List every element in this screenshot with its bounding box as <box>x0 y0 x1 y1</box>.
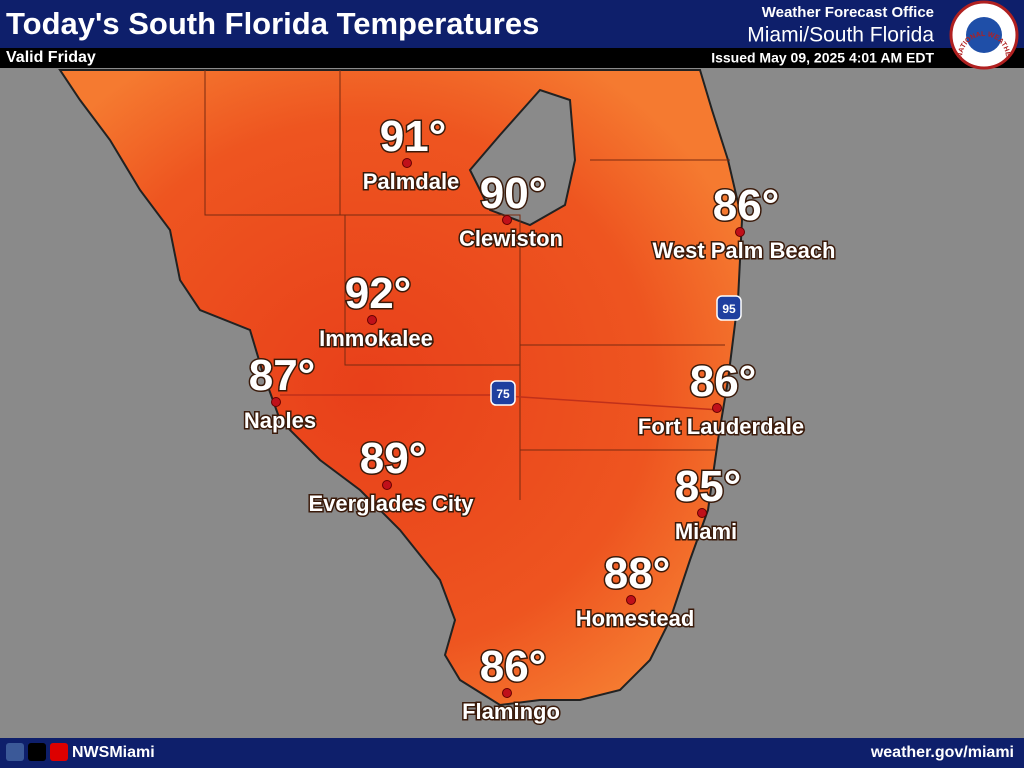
city-temp: 90° <box>480 169 547 218</box>
city-name: Everglades City <box>308 491 474 516</box>
city-dot <box>502 215 512 225</box>
social-handle[interactable]: NWSMiami <box>72 744 155 761</box>
city-dot <box>367 315 377 325</box>
city-name: Palmdale <box>363 169 460 194</box>
interstate-shield <box>490 380 516 406</box>
city-temp: 86° <box>690 357 757 406</box>
office-label: Weather Forecast Office <box>762 4 934 21</box>
city-name: Clewiston <box>459 226 563 251</box>
youtube-icon[interactable] <box>50 743 68 761</box>
website[interactable]: weather.gov/miami <box>870 744 1014 761</box>
city-dot <box>271 397 281 407</box>
city-name: Fort Lauderdale <box>638 414 804 439</box>
city-name: Flamingo <box>462 699 560 724</box>
city-temp: 86° <box>480 642 547 691</box>
issued-time: Issued May 09, 2025 4:01 AM EDT <box>711 50 934 66</box>
interstate-75 <box>280 394 721 411</box>
city-temp: 92° <box>345 269 412 318</box>
city-dot <box>697 508 707 518</box>
florida-land <box>58 69 744 707</box>
city-dot <box>402 158 412 168</box>
county-lines <box>204 70 730 500</box>
title: Today's South Florida Temperatures <box>6 6 539 41</box>
city-temp: 88° <box>604 549 671 598</box>
city-temp: 86° <box>713 181 780 230</box>
office-name: Miami/South Florida <box>747 24 934 47</box>
city-name: Homestead <box>576 606 695 631</box>
shield-number: 95 <box>722 302 736 316</box>
city-name: Miami <box>675 519 737 544</box>
city-temp: 89° <box>360 434 427 483</box>
city-dot <box>712 403 722 413</box>
valid-time: Valid Friday <box>6 49 96 66</box>
city-name: Naples <box>244 408 316 433</box>
city-name: Immokalee <box>319 326 433 351</box>
valid-bar <box>0 48 1024 68</box>
city-dot <box>502 688 512 698</box>
city-dot <box>735 227 745 237</box>
city-name: West Palm Beach <box>652 238 835 263</box>
city-dot <box>382 480 392 490</box>
facebook-icon[interactable] <box>6 743 24 761</box>
interstate-shield <box>716 295 742 321</box>
city-temp: 87° <box>249 351 316 400</box>
nws-logo-center <box>966 17 1002 53</box>
x-icon[interactable] <box>28 743 46 761</box>
footer-bar <box>0 738 1024 768</box>
city-temp: 85° <box>675 462 742 511</box>
city-dot <box>626 595 636 605</box>
city-temp: 91° <box>380 112 447 161</box>
lake-okeechobee <box>468 88 577 227</box>
shield-number: 75 <box>496 387 510 401</box>
header-bar <box>0 0 1024 48</box>
